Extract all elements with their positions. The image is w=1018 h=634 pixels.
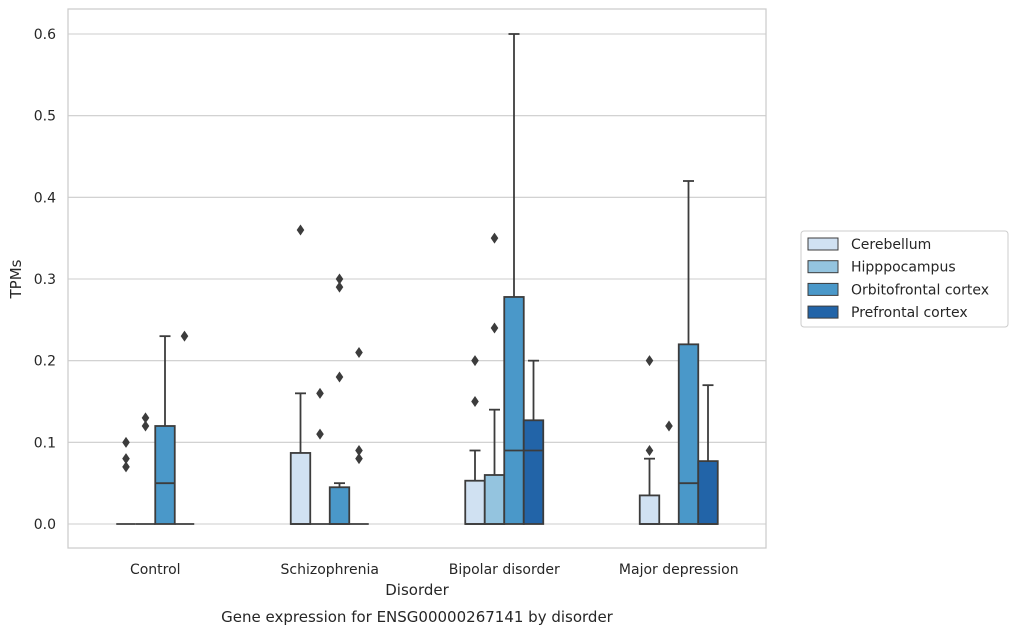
box-body — [677, 343, 700, 525]
box — [135, 412, 156, 525]
x-tick-label: Major depression — [619, 562, 739, 578]
box — [154, 335, 176, 525]
x-tick-label: Schizophrenia — [281, 562, 379, 578]
box-body — [522, 419, 545, 525]
box — [174, 330, 195, 525]
box — [503, 33, 525, 525]
legend-label: Orbitofrontal cortex — [851, 282, 989, 298]
box — [310, 387, 330, 525]
box — [289, 224, 312, 525]
outlier-point — [122, 461, 130, 473]
y-tick-label: 0.5 — [34, 109, 56, 125]
box — [328, 273, 351, 525]
legend-label: Hipppocampus — [851, 260, 956, 276]
outlier-point — [180, 330, 189, 342]
outlier-point — [141, 420, 150, 432]
box — [116, 436, 136, 525]
outlier-point — [335, 281, 344, 293]
y-tick-label: 0.2 — [34, 354, 56, 370]
box-body — [638, 494, 661, 525]
series-hipppocampus — [135, 232, 679, 525]
outlier-point — [122, 436, 130, 448]
legend-swatch — [807, 282, 839, 296]
box — [659, 420, 679, 525]
outlier-point — [296, 224, 305, 236]
y-tick-label: 0.1 — [34, 435, 56, 451]
series-prefrontal-cortex — [174, 330, 719, 525]
y-tick-label: 0.6 — [34, 27, 56, 43]
y-tick-label: 0.0 — [34, 517, 56, 533]
box — [349, 347, 369, 525]
legend-frame — [800, 230, 1009, 328]
x-axis-title: Disorder — [385, 581, 449, 599]
outlier-point — [141, 412, 150, 424]
legend-swatch — [807, 237, 839, 251]
outlier-point — [355, 453, 363, 465]
x-tick-label: Bipolar disorder — [449, 562, 560, 578]
box-body — [289, 452, 312, 525]
outlier-point — [471, 396, 479, 407]
outlier-point — [645, 445, 654, 456]
outlier-point — [490, 322, 499, 334]
outlier-point — [355, 445, 363, 456]
legend-swatch — [807, 260, 839, 274]
legend-swatch — [807, 305, 839, 319]
box — [638, 355, 661, 525]
box-body — [154, 425, 176, 525]
y-tick-label: 0.3 — [34, 272, 56, 288]
chart-caption: Gene expression for ENSG00000267141 by d… — [221, 608, 614, 626]
outlier-point — [122, 453, 130, 465]
box-series — [116, 33, 719, 525]
plot-area-frame — [67, 8, 767, 549]
outlier-point — [355, 347, 363, 358]
x-axis-ticks: Control Schizophrenia Bipolar disorder Majo… — [130, 562, 739, 578]
y-tick-label: 0.4 — [34, 190, 56, 206]
box — [522, 359, 545, 525]
box-body — [697, 460, 719, 525]
legend-label: Prefrontal cortex — [851, 305, 968, 321]
y-axis-title: TPMs — [7, 259, 25, 299]
outlier-point — [316, 428, 324, 440]
box — [697, 384, 719, 525]
legend: Cerebellum Hipppocampus Orbitofrontal cort… — [800, 230, 1009, 328]
box-body — [328, 486, 351, 525]
box — [677, 180, 700, 525]
y-axis-ticks: 0.0 0.1 0.2 0.3 0.4 0.5 0.6 — [34, 27, 56, 533]
box-body — [503, 296, 525, 525]
x-tick-label: Control — [130, 562, 181, 578]
outlier-point — [471, 355, 479, 367]
outlier-point — [665, 420, 673, 432]
series-orbitofrontal-cortex — [154, 33, 700, 525]
box — [464, 355, 486, 525]
series-cerebellum — [116, 224, 661, 525]
outlier-point — [490, 232, 499, 244]
outlier-point — [335, 273, 344, 285]
legend-label: Cerebellum — [851, 237, 931, 253]
box-body — [483, 474, 506, 525]
box — [483, 232, 506, 525]
grid-lines — [68, 33, 766, 525]
outlier-point — [335, 371, 344, 383]
outlier-point — [645, 355, 654, 367]
box-body — [464, 479, 486, 525]
outlier-point — [316, 387, 324, 399]
